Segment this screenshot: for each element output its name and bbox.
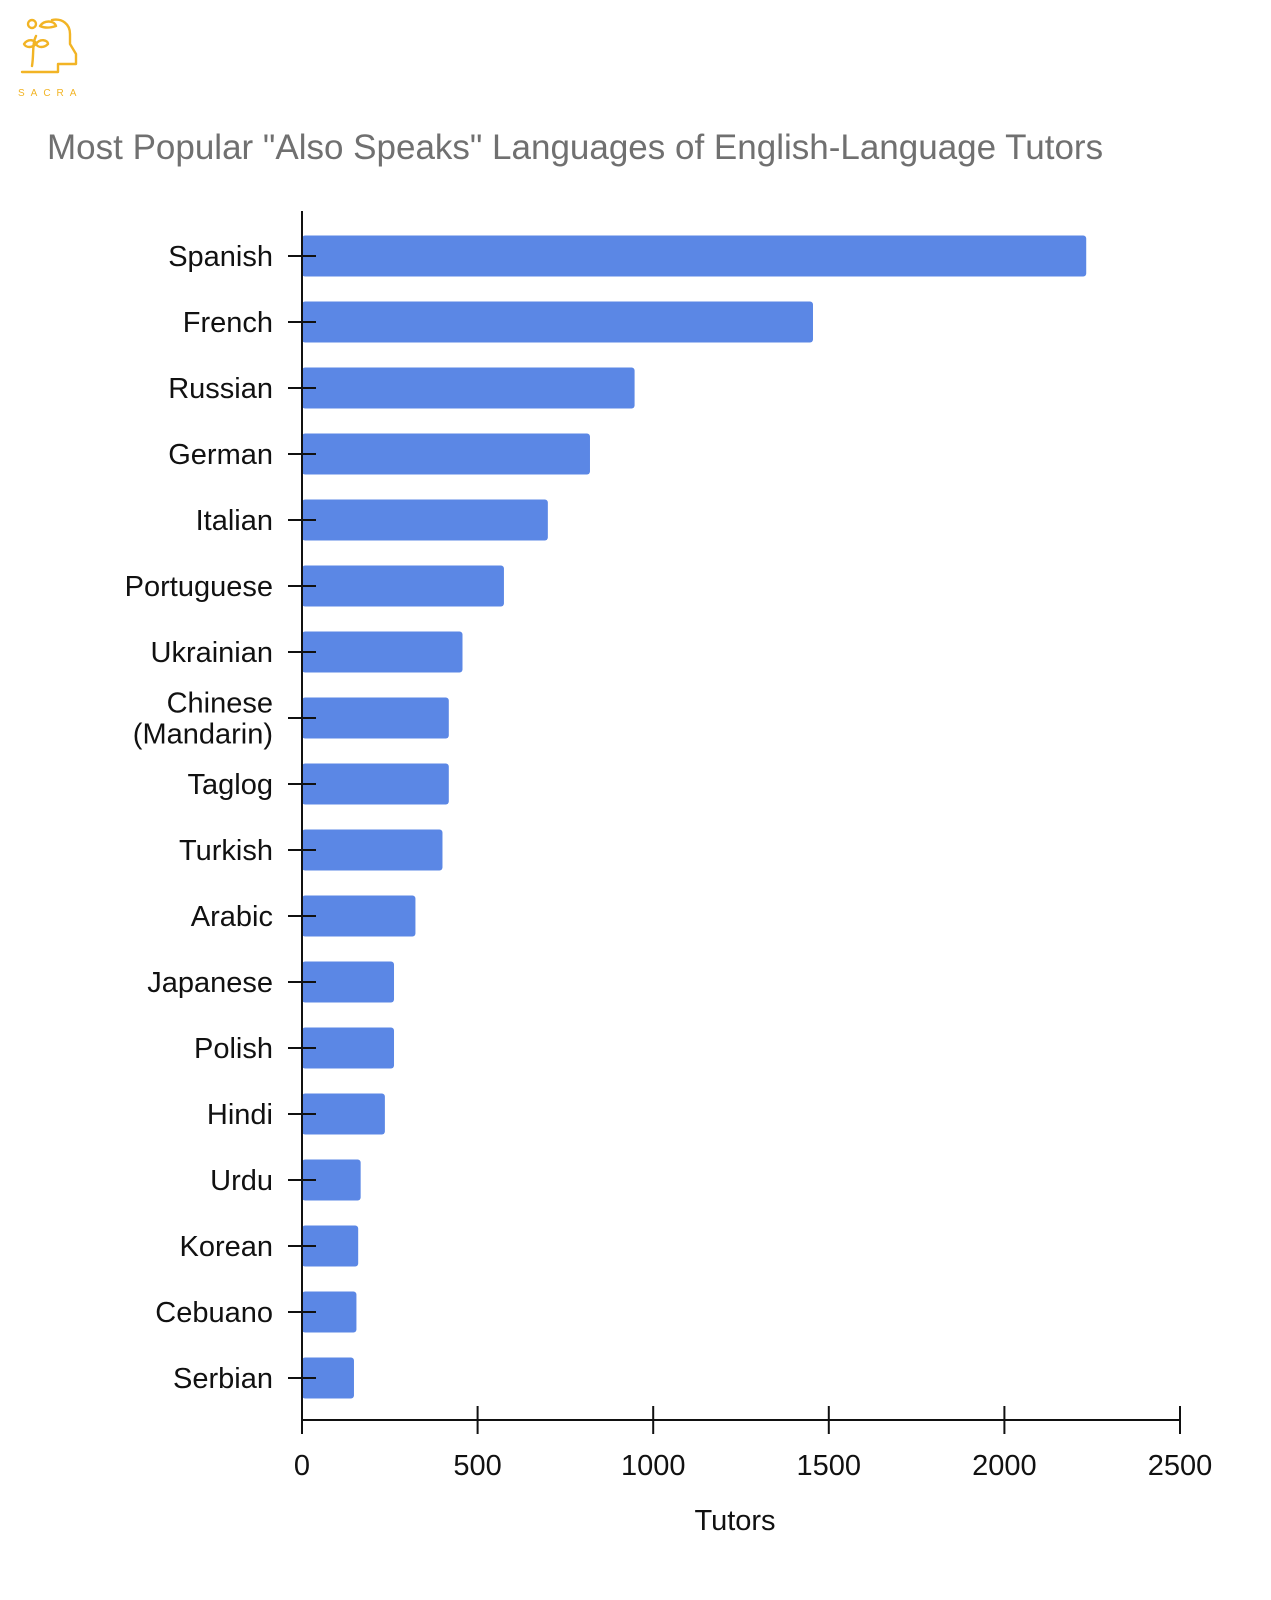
category-label: German (168, 439, 273, 471)
logo-wordmark: SACRA (18, 88, 83, 99)
chart-title: Most Popular "Also Speaks" Languages of … (47, 128, 1104, 167)
category-label: Turkish (179, 835, 273, 867)
category-label: Italian (196, 505, 273, 537)
category-label: Portuguese (125, 571, 273, 603)
bar-japanese (302, 961, 395, 1003)
bar-spanish (302, 235, 1087, 277)
bar-ukrainian (302, 631, 463, 673)
category-label: Urdu (210, 1165, 273, 1197)
category-label: Korean (179, 1231, 273, 1263)
bar-italian (302, 499, 548, 541)
category-label: Hindi (207, 1099, 273, 1131)
category-label: Polish (194, 1033, 273, 1065)
bar-german (302, 433, 590, 475)
bar-urdu (302, 1159, 361, 1201)
category-label: Russian (168, 373, 273, 405)
bar-french (302, 301, 813, 343)
category-label: French (183, 307, 273, 339)
bar-russian (302, 367, 635, 409)
bar-portuguese (302, 565, 504, 607)
bar-turkish (302, 829, 443, 871)
category-label: Cebuano (155, 1297, 273, 1329)
category-label: Spanish (168, 241, 273, 273)
category-label: Ukrainian (151, 637, 274, 669)
x-tick-labels-group: 0 500 1000 1500 2000 2500 (294, 1450, 1212, 1482)
category-labels-group: Spanish French Russian German Italian Portugu… (125, 241, 273, 1395)
x-tick-label: 1500 (797, 1450, 862, 1482)
bar-serbian (302, 1357, 354, 1399)
category-label: Taglog (188, 769, 273, 801)
category-label: Chinese (Mandarin) (133, 688, 273, 751)
sacra-logo-icon (20, 18, 78, 74)
category-label: Japanese (147, 967, 273, 999)
bar-taglog (302, 763, 449, 805)
bar-cebuano (302, 1291, 357, 1333)
bar-korean (302, 1225, 359, 1267)
x-tick-label: 2500 (1148, 1450, 1213, 1482)
bar-polish (302, 1027, 395, 1069)
x-axis-label: Tutors (694, 1505, 775, 1537)
bar-chinese-mandarin (302, 697, 449, 739)
x-tick-label: 0 (294, 1450, 310, 1482)
bars-group (302, 235, 1087, 1399)
axes-group (288, 211, 1181, 1434)
x-tick-label: 500 (453, 1450, 501, 1482)
x-tick-label: 1000 (621, 1450, 686, 1482)
category-label: Arabic (191, 901, 273, 933)
x-tick-label: 2000 (972, 1450, 1037, 1482)
sacra-logo: SACRA (18, 14, 84, 104)
category-label: Serbian (173, 1363, 273, 1395)
bar-hindi (302, 1093, 385, 1135)
bar-arabic (302, 895, 416, 937)
